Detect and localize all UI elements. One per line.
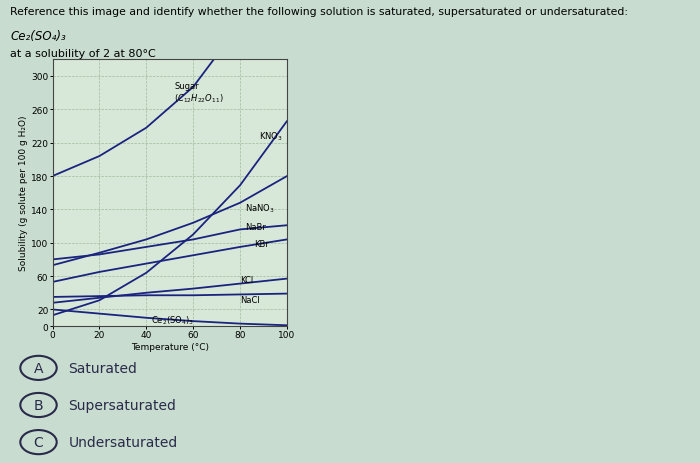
Text: Saturated: Saturated [69, 361, 137, 375]
Text: NaNO$_3$: NaNO$_3$ [245, 202, 274, 214]
Text: NaBr: NaBr [245, 222, 266, 231]
Text: Reference this image and identify whether the following solution is saturated, s: Reference this image and identify whethe… [10, 7, 629, 17]
Text: Sugar
$(C_{12}H_{22}O_{11})$: Sugar $(C_{12}H_{22}O_{11})$ [174, 82, 224, 105]
Text: Supersaturated: Supersaturated [69, 398, 176, 412]
Text: Ce₂(SO₄)₃: Ce₂(SO₄)₃ [10, 30, 66, 43]
Text: Undersaturated: Undersaturated [69, 435, 178, 449]
Text: Ce$_2$(SO$_4$)$_3$: Ce$_2$(SO$_4$)$_3$ [151, 313, 194, 326]
Text: B: B [34, 398, 43, 412]
Text: KBr: KBr [254, 239, 269, 249]
Text: KNO$_3$: KNO$_3$ [259, 131, 283, 143]
Text: C: C [34, 435, 43, 449]
Text: KCl: KCl [240, 275, 253, 284]
Text: at a solubility of 2 at 80°C: at a solubility of 2 at 80°C [10, 49, 156, 59]
Text: A: A [34, 361, 43, 375]
Text: NaCl: NaCl [240, 295, 260, 304]
Y-axis label: Solubility (g solute per 100 g H₂O): Solubility (g solute per 100 g H₂O) [20, 116, 28, 271]
X-axis label: Temperature (°C): Temperature (°C) [131, 342, 209, 351]
